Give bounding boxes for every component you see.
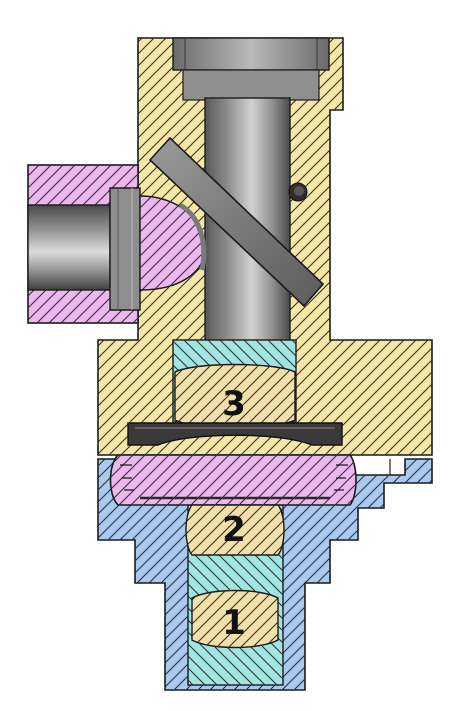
lens-3-label: 3 bbox=[222, 384, 246, 424]
pin-hole bbox=[288, 182, 308, 202]
diagonal-mirror bbox=[148, 136, 325, 308]
coupling-ring-pink bbox=[109, 454, 357, 506]
lens-1-label: 1 bbox=[222, 603, 246, 643]
lens-3 bbox=[174, 363, 296, 429]
top-cap bbox=[172, 37, 330, 101]
upper-retaining-disc bbox=[127, 422, 343, 446]
side-lens bbox=[139, 195, 207, 291]
lens-1 bbox=[191, 589, 279, 649]
side-retaining-ring bbox=[109, 187, 141, 311]
lens-2-label: 2 bbox=[222, 510, 246, 550]
lens-2 bbox=[185, 504, 285, 556]
